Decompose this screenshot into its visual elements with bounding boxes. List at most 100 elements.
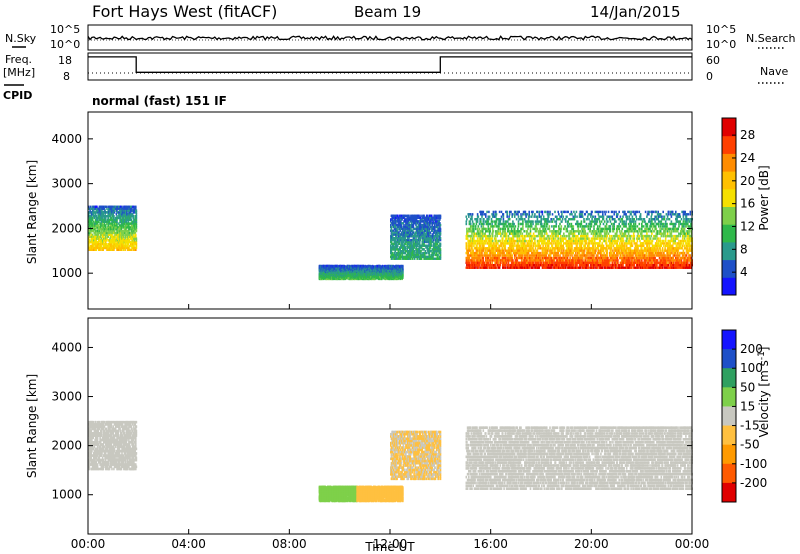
power-cell (93, 229, 95, 233)
power-cell (135, 211, 138, 214)
power-cell (133, 209, 136, 212)
power-cell (103, 239, 106, 242)
power-cell (91, 233, 94, 236)
power-cell (469, 249, 471, 252)
power-cell (113, 248, 115, 251)
power-cell (133, 243, 135, 246)
power-cell (106, 215, 109, 218)
power-cell (469, 222, 472, 226)
power-cell (91, 229, 93, 233)
power-cell (126, 231, 129, 235)
power-cell (128, 226, 131, 229)
power-cell (121, 229, 124, 233)
power-cell (92, 241, 94, 244)
beam-label: Beam 19 (354, 3, 421, 21)
power-cell (471, 215, 473, 218)
power-cell (135, 237, 138, 240)
power-cell (132, 209, 135, 212)
power-cell (476, 213, 479, 216)
power-cell (482, 210, 485, 214)
power-cell (118, 244, 121, 248)
power-cell (473, 222, 475, 226)
power-cell (106, 222, 108, 225)
power-cell (489, 261, 491, 264)
power-cell (119, 218, 121, 222)
power-cell (125, 226, 128, 229)
power-cell (96, 205, 98, 208)
power-cell (98, 228, 101, 231)
date-label: 14/Jan/2015 (590, 3, 681, 21)
power-cell (128, 246, 130, 250)
power-cell (134, 220, 136, 223)
power-cell (104, 241, 107, 244)
power-cell (122, 233, 125, 236)
power-cell (108, 213, 110, 216)
power-cell (93, 222, 96, 225)
power-cell (469, 227, 472, 231)
power-cell (93, 211, 96, 214)
power-cell (112, 239, 114, 242)
power-cell (130, 216, 132, 220)
power-cell (133, 248, 136, 251)
power-cell (117, 237, 119, 240)
power-cell (126, 239, 128, 242)
power-cell (95, 224, 98, 227)
power-cell (124, 209, 126, 212)
power-cell (135, 213, 138, 216)
power-cell (120, 226, 123, 229)
power-cell (101, 226, 104, 229)
power-cell (116, 235, 118, 238)
power-cell (480, 220, 482, 223)
power-cell (101, 235, 104, 238)
power-cell (122, 231, 125, 235)
power-cell (106, 237, 108, 240)
power-cell (488, 218, 490, 221)
power-cell (93, 216, 96, 220)
power-cell (126, 241, 129, 244)
power-cell (110, 216, 113, 220)
power-cell (93, 226, 96, 229)
power-cell (126, 215, 128, 218)
power-cell (89, 209, 91, 212)
power-cell (131, 244, 133, 248)
power-cell (100, 228, 103, 231)
power-cell (92, 220, 94, 223)
power-cell (118, 229, 120, 233)
power-cell (471, 232, 473, 235)
power-cell (95, 241, 98, 244)
power-cell (93, 239, 95, 242)
power-cell (97, 209, 99, 212)
power-cell (477, 266, 480, 269)
power-cell (121, 205, 123, 208)
power-cell (468, 261, 471, 264)
power-cell (113, 211, 116, 214)
power-cell (135, 218, 138, 222)
power-cell (487, 225, 490, 228)
power-cell (89, 231, 92, 235)
power-cell (482, 220, 485, 223)
power-cell (130, 222, 133, 225)
power-cell (97, 207, 99, 210)
power-cell (92, 226, 94, 229)
power-cell (116, 222, 118, 225)
power-cell (471, 213, 474, 216)
power-cell (119, 216, 122, 220)
power-cell (100, 246, 103, 250)
power-cell (94, 231, 97, 235)
power-cell (109, 233, 112, 236)
power-cell (91, 222, 94, 225)
power-cell (109, 246, 111, 250)
power-cell (106, 207, 108, 210)
power-cell (113, 231, 116, 235)
power-cell (107, 209, 109, 212)
power-cell (120, 209, 123, 212)
power-cell (116, 248, 118, 251)
power-cell (122, 213, 125, 216)
power-cell (101, 220, 103, 223)
freq-series-line (88, 56, 692, 73)
power-cell (128, 239, 131, 242)
power-cell (465, 215, 468, 218)
power-cell (94, 228, 97, 231)
power-cell (110, 213, 113, 216)
nsky-right-tick-bottom: 10^0 (706, 38, 736, 51)
